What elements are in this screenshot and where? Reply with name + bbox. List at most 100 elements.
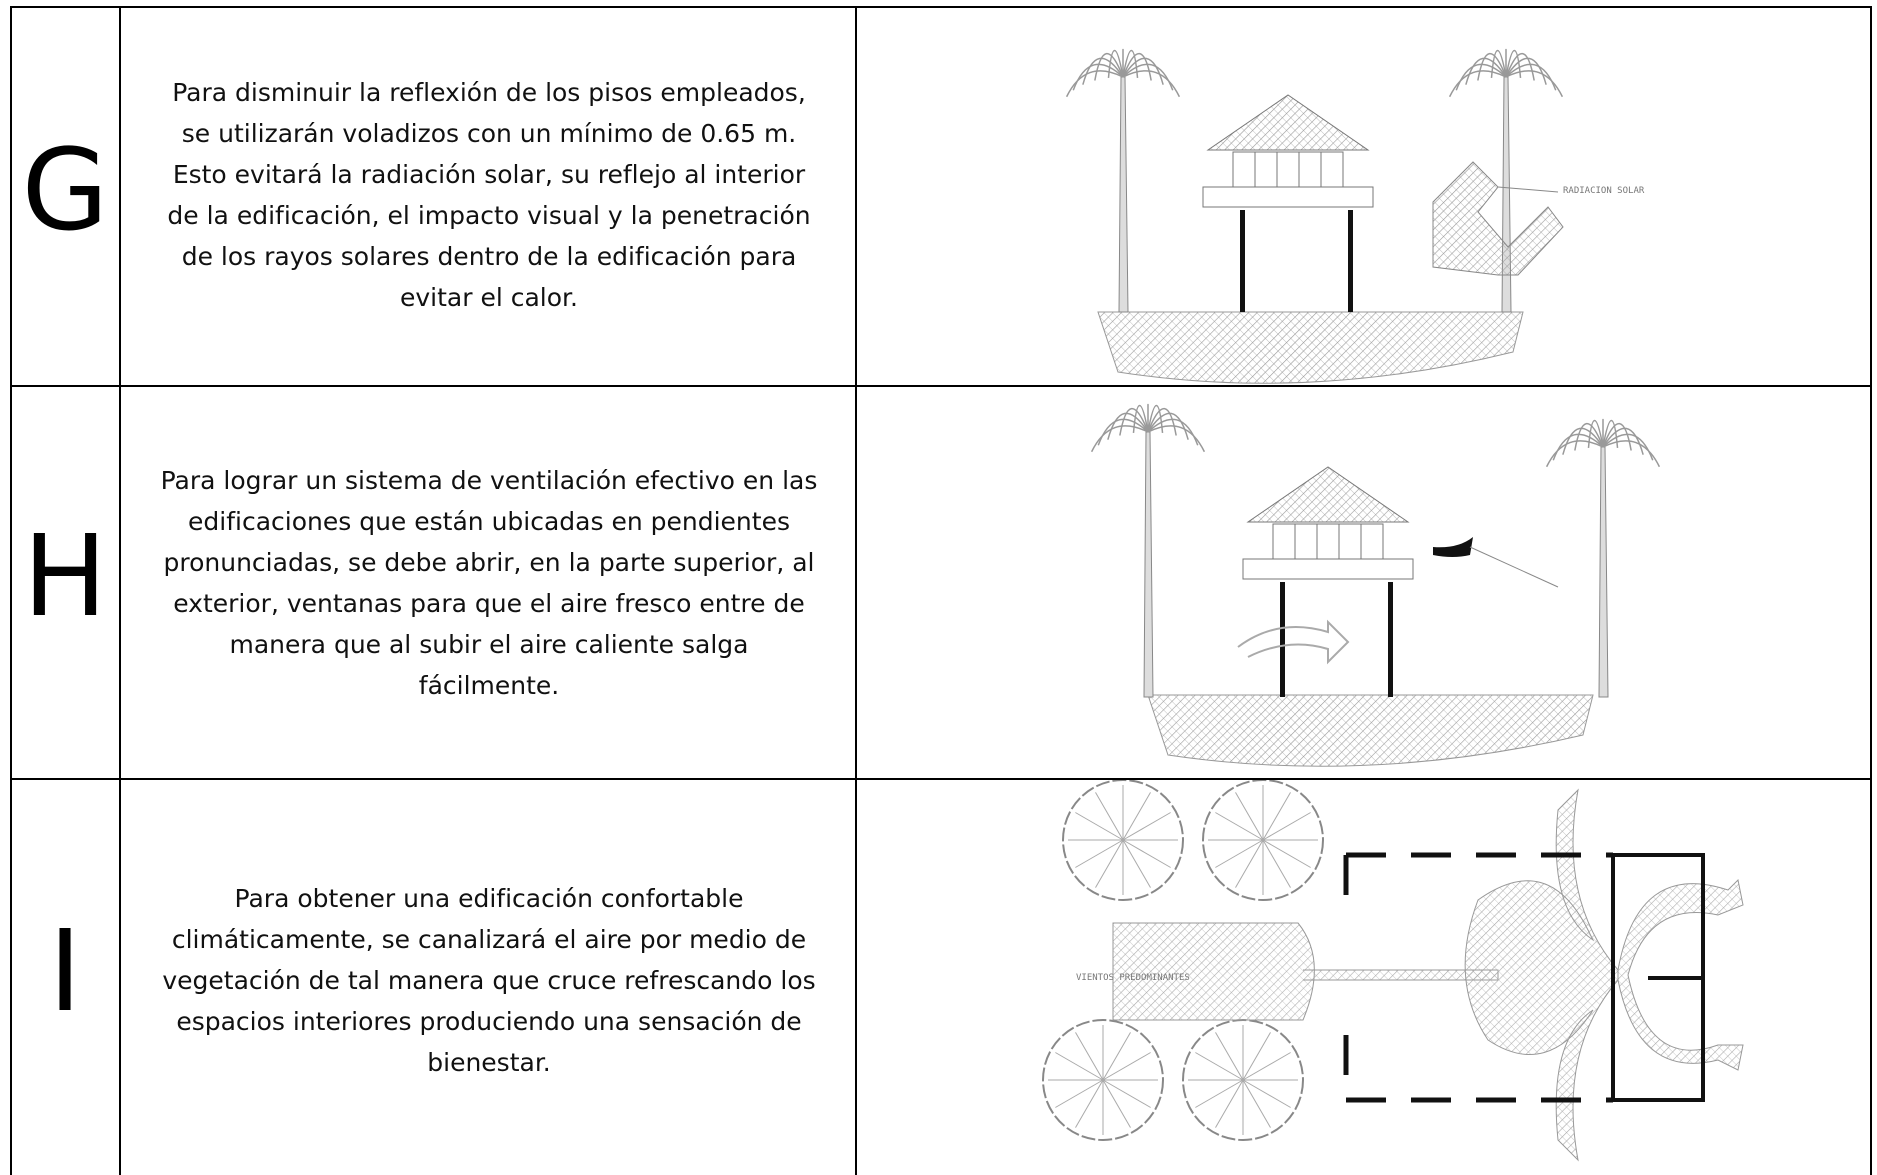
palm-frond <box>1065 70 1124 98</box>
text-line: Para disminuir la reflexión de los pisos… <box>172 78 806 107</box>
vent <box>1433 537 1473 557</box>
tree-branch <box>1235 839 1264 888</box>
figure: RADIACION SOLAR <box>1065 49 1645 384</box>
palm-frond <box>1602 420 1619 448</box>
tree-branch <box>1122 839 1171 868</box>
palm-trunk <box>1598 446 1609 698</box>
palm-frond <box>1505 52 1535 81</box>
text-line: pronunciadas, se debe abrir, en la parte… <box>163 548 815 577</box>
wind-channel <box>1112 922 1499 1021</box>
tree-branch <box>1262 792 1291 841</box>
tree-branch <box>1215 1079 1244 1128</box>
text-line: Para obtener una edificación confortable <box>234 884 744 913</box>
row-text: Para lograr un sistema de ventilación ef… <box>122 460 856 706</box>
table-border <box>855 6 857 1175</box>
post <box>1388 582 1393 697</box>
palm-frond <box>1465 57 1507 85</box>
palm-frond <box>1107 412 1149 440</box>
sun-rays <box>1432 161 1564 276</box>
table-border <box>10 6 1872 8</box>
text-line: fácilmente. <box>418 671 560 700</box>
palm-frond <box>1122 52 1152 81</box>
window-band <box>1232 151 1344 188</box>
tree-branch <box>1075 812 1124 841</box>
row-text: Para disminuir la reflexión de los pisos… <box>122 72 856 318</box>
tree <box>1202 780 1324 901</box>
plan-walls <box>1343 852 1613 1103</box>
palm-trunk <box>1118 76 1129 313</box>
palm-frond <box>1505 50 1522 78</box>
window-band <box>1272 523 1384 560</box>
leader <box>1469 546 1559 588</box>
text-line: Para lograr un sistema de ventilación ef… <box>160 466 818 495</box>
tree-branch <box>1215 812 1264 841</box>
tree-branch <box>1235 792 1264 841</box>
palm-frond <box>1094 52 1124 81</box>
palm-frond <box>1505 70 1564 98</box>
tree-branch <box>1242 1052 1291 1081</box>
overhang <box>1202 186 1374 208</box>
text-line: de los rayos solares dentro de la edific… <box>181 242 797 271</box>
table-border <box>119 6 121 1175</box>
ground <box>1097 311 1524 384</box>
palm-frond <box>1132 405 1149 433</box>
tree-branch <box>1075 1032 1104 1081</box>
palm-frond <box>1119 407 1149 436</box>
palm-frond <box>1107 50 1124 78</box>
tree-branch <box>1262 839 1291 888</box>
text-line: edificaciones que están ubicadas en pend… <box>188 507 790 536</box>
text-line: Esto evitará la radiación solar, su refl… <box>172 160 806 189</box>
palm-frond <box>1122 70 1181 98</box>
roof <box>1246 466 1410 523</box>
tree <box>1062 780 1184 901</box>
overhang <box>1242 558 1414 580</box>
figure: VIENTOS PREDOMINANTES <box>1042 780 1744 1162</box>
palm-trunk <box>1501 76 1512 313</box>
tree-branch <box>1215 1032 1244 1081</box>
tree-branch <box>1122 792 1151 841</box>
roof <box>1206 94 1370 151</box>
tree-branch <box>1055 1052 1104 1081</box>
palm-frond <box>1147 407 1177 436</box>
tree-branch <box>1095 792 1124 841</box>
post <box>1240 210 1245 312</box>
text-line: exterior, ventanas para que el aire fres… <box>173 589 805 618</box>
tree-branch <box>1102 1079 1131 1128</box>
tree-branch <box>1195 1079 1244 1108</box>
leader <box>1497 186 1559 193</box>
tree-branch <box>1075 1079 1104 1128</box>
tree-branch <box>1055 1079 1104 1108</box>
tree-branch <box>1242 1079 1271 1128</box>
palm-frond <box>1448 70 1507 98</box>
palm-frond <box>1574 422 1604 451</box>
wind-room <box>1464 788 1619 1162</box>
tree-branch <box>1215 839 1264 868</box>
palm-frond <box>1455 63 1507 91</box>
text-line: climáticamente, se canalizará el aire po… <box>171 925 807 954</box>
tree-branch <box>1075 839 1124 868</box>
palm-frond <box>1552 433 1604 461</box>
palm-frond <box>1147 405 1164 433</box>
tree-branch <box>1102 1052 1151 1081</box>
text-line: de la edificación, el impacto visual y l… <box>167 201 811 230</box>
tree-branch <box>1262 812 1311 841</box>
post <box>1280 582 1285 697</box>
tree-branch <box>1102 1032 1131 1081</box>
text-line: evitar el calor. <box>400 283 578 312</box>
row-text: Para obtener una edificación confortable… <box>122 878 856 1083</box>
tree-branch <box>1242 1079 1291 1108</box>
palm-frond <box>1562 427 1604 455</box>
palm-frond <box>1072 63 1124 91</box>
row-letter: G <box>21 125 109 256</box>
palm-frond <box>1097 418 1149 446</box>
palm-frond <box>1477 52 1507 81</box>
tree-branch <box>1195 1052 1244 1081</box>
figure-label: RADIACION SOLAR <box>1563 186 1645 196</box>
palm-frond <box>1122 50 1139 78</box>
text-line: bienestar. <box>427 1048 551 1077</box>
palm-frond <box>1490 50 1507 78</box>
palm-frond <box>1587 420 1604 448</box>
table-border <box>10 385 1872 387</box>
palm-trunk <box>1143 431 1154 698</box>
